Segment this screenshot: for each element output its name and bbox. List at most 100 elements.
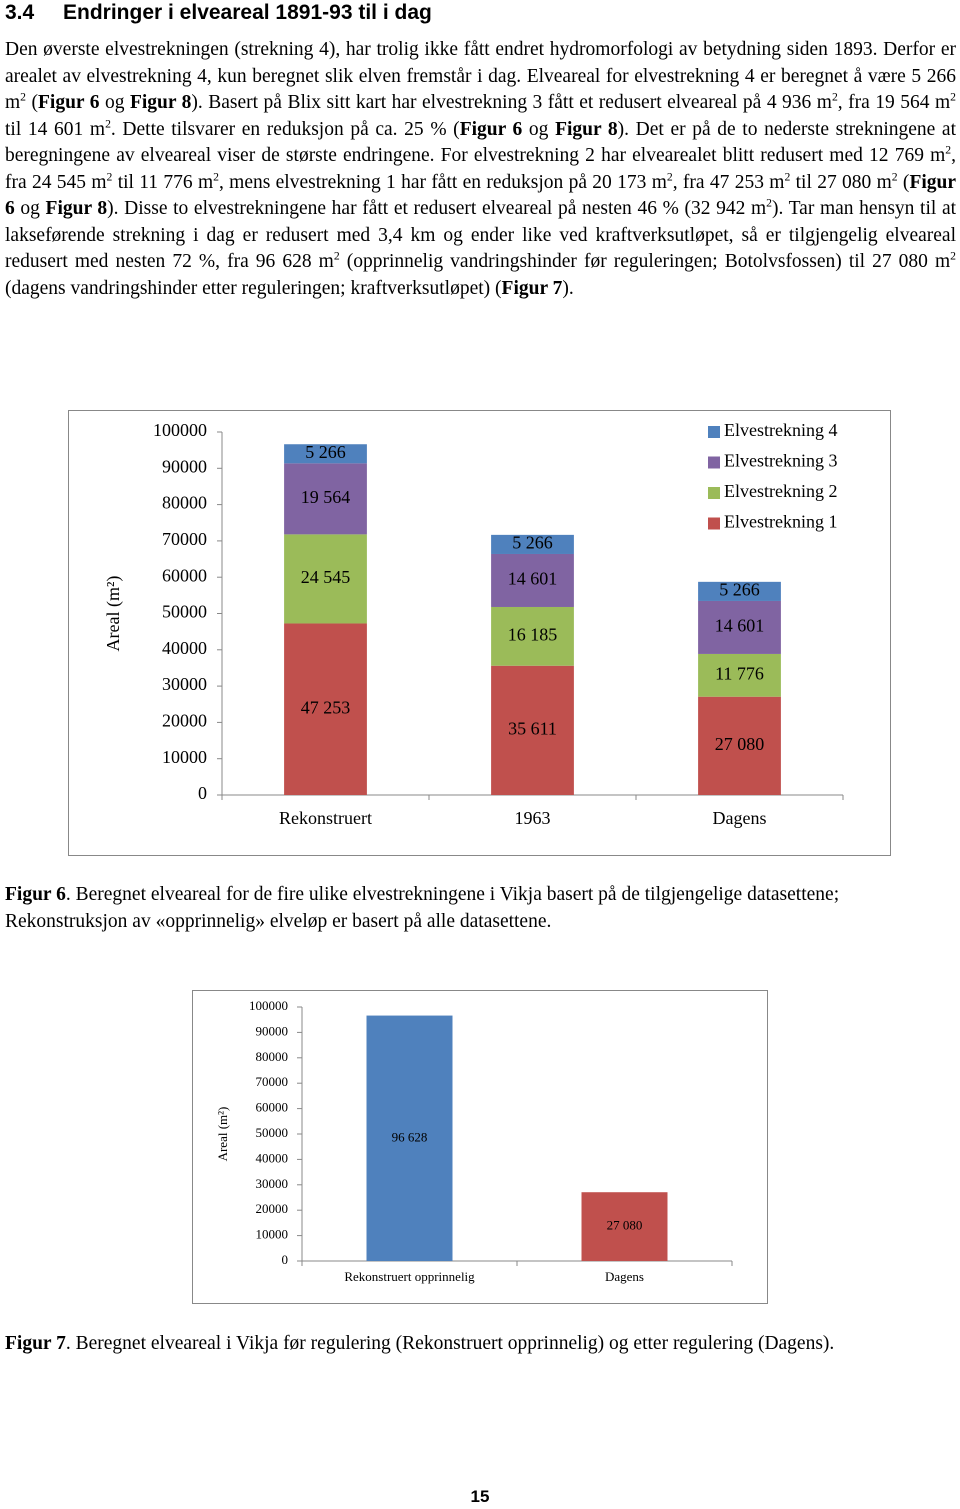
y-axis-label: Areal (m²) <box>215 1107 230 1162</box>
legend-label: Elvestrekning 4 <box>724 420 837 440</box>
value-label: 27 080 <box>607 1218 643 1233</box>
figure-ref: Figur 6 <box>5 884 66 905</box>
superscript: 2 <box>766 196 772 210</box>
text-run: ). Basert på Blix sitt kart har elvestre… <box>191 92 832 113</box>
legend-label: Elvestrekning 2 <box>724 481 837 501</box>
legend-swatch <box>708 456 720 469</box>
bar-segment <box>491 665 574 795</box>
figure-ref: Figur 6 <box>459 118 523 140</box>
y-tick-label: 0 <box>282 1252 289 1267</box>
text-run: , fra 24 545 m <box>5 145 956 193</box>
text-run: . Beregnet elveareal for de fire ulike e… <box>5 884 840 932</box>
text-run: ). <box>562 277 574 299</box>
text-run: ). Det er på de to nederste strekningene… <box>5 118 957 167</box>
superscript: 2 <box>891 170 898 183</box>
bar-segment <box>698 696 781 795</box>
superscript: 2 <box>945 143 952 157</box>
y-tick-label: 40000 <box>162 638 207 658</box>
figure-ref: Figur 7 <box>501 277 563 299</box>
text-run: ( <box>897 171 910 193</box>
x-tick-label: Rekonstruert opprinnelig <box>344 1269 475 1284</box>
text-run: ). Disse to elvestrekningene har fått et… <box>107 198 767 219</box>
value-label: 96 628 <box>392 1129 428 1144</box>
bar-segment <box>284 623 367 795</box>
x-tick-label: Dagens <box>713 808 767 828</box>
bar-segment <box>491 606 574 666</box>
value-label: 5 266 <box>305 442 346 462</box>
text-run: og <box>99 92 130 113</box>
y-tick-label: 10000 <box>256 1227 289 1242</box>
superscript: 2 <box>20 90 27 104</box>
bar-segment <box>491 553 574 607</box>
value-label: 27 080 <box>715 734 765 754</box>
value-label: 16 185 <box>508 624 558 644</box>
caption: Figur 7. Beregnet elveareal i Vikja før … <box>5 1331 945 1358</box>
text-run: (dagens vandringshinder etter regulering… <box>5 277 502 299</box>
y-tick-label: 0 <box>198 783 207 803</box>
bar <box>366 1015 453 1261</box>
superscript: 2 <box>666 170 673 183</box>
x-tick-label: Rekonstruert <box>279 808 372 828</box>
figure-ref: Figur 8 <box>555 118 618 140</box>
y-tick-label: 30000 <box>256 1176 289 1191</box>
value-label: 19 564 <box>301 487 351 507</box>
value-label: 14 601 <box>508 569 558 589</box>
y-tick-label: 60000 <box>256 1100 289 1115</box>
heading: 3.4 Endringer i elveareal 1891-93 til i d… <box>5 0 432 26</box>
y-axis-label: Areal (m²) <box>103 576 124 652</box>
legend-swatch <box>708 487 720 499</box>
bar-segment <box>284 463 367 535</box>
heading-number: 3.4 <box>5 1 35 24</box>
superscript: 2 <box>213 170 219 183</box>
bar <box>581 1192 668 1261</box>
bar-segment <box>284 534 367 624</box>
page-number: 15 <box>470 1487 490 1506</box>
text-run: . Beregnet elveareal i Vikja før reguler… <box>65 1333 835 1354</box>
heading-title: Endringer i elveareal 1891-93 til i dag <box>63 1 432 24</box>
paragraph: Den øverste elvestrekningen (strekning 4… <box>5 37 956 302</box>
figure-ref: Figur 7 <box>5 1333 66 1354</box>
text-run: ). Tar man hensyn til at lakseførende st… <box>5 198 957 272</box>
y-tick-label: 70000 <box>256 1074 289 1089</box>
figure-frame <box>192 990 768 1304</box>
legend-swatch <box>708 517 720 530</box>
y-tick-label: 40000 <box>256 1150 289 1165</box>
x-tick-label: 1963 <box>515 808 551 828</box>
superscript: 2 <box>784 170 791 183</box>
bar-segment <box>698 600 781 654</box>
value-label: 5 266 <box>719 580 760 600</box>
text-run: til 14 601 m <box>5 118 106 140</box>
value-label: 35 611 <box>508 718 557 738</box>
text-run: . Dette tilsvarer en reduksjon på ca. 25… <box>110 118 460 140</box>
bar-segment <box>698 653 781 697</box>
text-run: og <box>522 118 556 140</box>
bar-segment <box>491 534 574 554</box>
value-label: 11 776 <box>715 663 764 683</box>
figure-ref: Figur 8 <box>45 198 108 219</box>
y-tick-label: 90000 <box>162 456 207 476</box>
y-tick-label: 20000 <box>256 1201 289 1216</box>
y-tick-label: 80000 <box>162 493 207 513</box>
superscript: 2 <box>950 90 957 104</box>
value-label: 24 545 <box>301 567 351 587</box>
bar-segment <box>284 444 367 464</box>
superscript: 2 <box>105 117 111 130</box>
y-tick-label: 100000 <box>153 420 207 440</box>
legend-swatch <box>708 426 720 438</box>
legend-label: Elvestrekning 3 <box>724 451 837 471</box>
text-run: til 27 080 m <box>790 171 892 193</box>
x-tick-label: Dagens <box>605 1269 644 1284</box>
text-run: til 11 776 m <box>112 171 214 193</box>
y-tick-label: 10000 <box>162 747 207 767</box>
text-run: Den øverste elvestrekningen (strekning 4… <box>5 39 956 113</box>
figure-ref: Figur 6 <box>5 171 957 220</box>
text-run: (opprinnelig vandringshinder før reguler… <box>339 251 951 272</box>
y-tick-label: 30000 <box>162 674 207 694</box>
y-tick-label: 100000 <box>249 998 288 1013</box>
value-label: 47 253 <box>301 697 351 717</box>
text-run: ( <box>26 92 38 113</box>
figure-frame <box>68 410 891 856</box>
superscript: 2 <box>333 249 340 263</box>
